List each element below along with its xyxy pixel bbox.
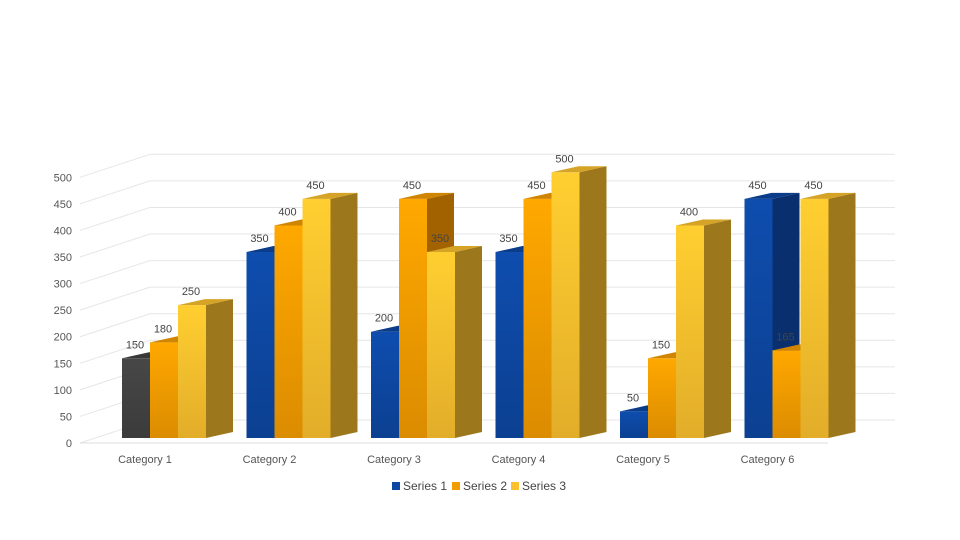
y-tick-label: 100 [54, 385, 72, 397]
data-label: 450 [403, 180, 421, 192]
gridline-side [79, 153, 151, 178]
y-tick-label: 50 [60, 411, 72, 423]
bar-side [330, 192, 358, 438]
bar [676, 219, 731, 438]
gridline-side [79, 206, 151, 231]
y-tick-label: 500 [54, 172, 72, 184]
bar-front [150, 342, 178, 438]
data-labels: 150 180 250 350 400 450 200 450 350 350 450 500 50 15… [126, 153, 823, 404]
x-tick-label: Category 2 [243, 454, 297, 466]
bar-side [704, 219, 731, 438]
bar-side [455, 246, 482, 438]
bar-front [178, 305, 206, 438]
bar-front [772, 350, 801, 438]
x-tick-label: Category 6 [741, 454, 795, 466]
y-tick-label: 400 [54, 225, 72, 237]
bar-front [523, 198, 552, 438]
bar-top [744, 192, 800, 199]
bar-top [399, 192, 454, 199]
bar-front [274, 225, 303, 438]
y-tick-label: 450 [54, 199, 72, 211]
data-label: 180 [154, 323, 172, 335]
data-label: 450 [748, 180, 766, 192]
gridline-side [79, 180, 151, 205]
data-label: 150 [126, 339, 144, 351]
data-label: 450 [804, 180, 822, 192]
bar [551, 166, 607, 439]
data-label: 350 [499, 233, 517, 245]
bar [302, 192, 358, 438]
data-label: 450 [306, 180, 324, 192]
bar-top [551, 166, 607, 173]
bar-front [371, 331, 399, 438]
data-label: 450 [527, 180, 545, 192]
bars [122, 166, 856, 439]
bar-front [744, 198, 773, 438]
data-label: 350 [431, 233, 449, 245]
y-tick-label: 0 [66, 438, 72, 450]
bar-front [399, 198, 427, 438]
bar-side [579, 166, 607, 439]
legend-swatch [511, 482, 519, 490]
data-label: 250 [182, 286, 200, 298]
data-label: 150 [652, 339, 670, 351]
bar-front [800, 198, 829, 438]
bar [427, 246, 482, 438]
gridline-side [79, 260, 151, 285]
bar-front [246, 252, 275, 438]
y-tick-label: 150 [54, 358, 72, 370]
gridline-side [79, 339, 151, 364]
x-tick-label: Category 3 [367, 454, 421, 466]
legend-label: Series 1 [403, 479, 447, 493]
bar-side [828, 192, 856, 438]
bar-side [206, 299, 233, 438]
data-label: 400 [278, 206, 296, 218]
x-tick-label: Category 1 [118, 454, 172, 466]
gridline-side [79, 313, 151, 338]
bar-front [676, 225, 704, 438]
bar-front [551, 172, 580, 439]
gridline-side [79, 233, 151, 258]
bar [178, 299, 233, 438]
bar-top [427, 246, 482, 253]
bar-top [800, 192, 856, 199]
data-label: 165 [776, 331, 794, 343]
y-tick-label: 350 [54, 252, 72, 264]
legend-swatch [392, 482, 400, 490]
x-tick-label: Category 4 [492, 454, 546, 466]
y-tick-label: 200 [54, 332, 72, 344]
bar-top [676, 219, 731, 226]
bar-front [427, 252, 455, 438]
bar [800, 192, 856, 438]
bar-front [495, 252, 524, 438]
y-axis: 0 50 100 150 200 250 300 350 400 450 500 [54, 172, 72, 450]
y-tick-label: 250 [54, 305, 72, 317]
legend-label: Series 2 [463, 479, 507, 493]
data-label: 350 [250, 233, 268, 245]
data-label: 400 [680, 206, 698, 218]
bar-top [178, 299, 233, 306]
legend-swatch [452, 482, 460, 490]
legend-label: Series 3 [522, 479, 566, 493]
bar-front [302, 198, 331, 438]
data-label: 200 [375, 313, 393, 325]
gridline-side [79, 286, 151, 311]
legend: Series 1 Series 2 Series 3 [392, 479, 566, 493]
bar-top [302, 192, 358, 199]
bar-front [648, 358, 676, 438]
data-label: 50 [627, 392, 639, 404]
y-tick-label: 300 [54, 279, 72, 291]
data-label: 500 [555, 153, 573, 165]
x-axis: Category 1 Category 2 Category 3 Category 4… [118, 454, 794, 466]
bar-front [620, 411, 648, 438]
bar-front [122, 358, 150, 438]
x-tick-label: Category 5 [616, 454, 670, 466]
